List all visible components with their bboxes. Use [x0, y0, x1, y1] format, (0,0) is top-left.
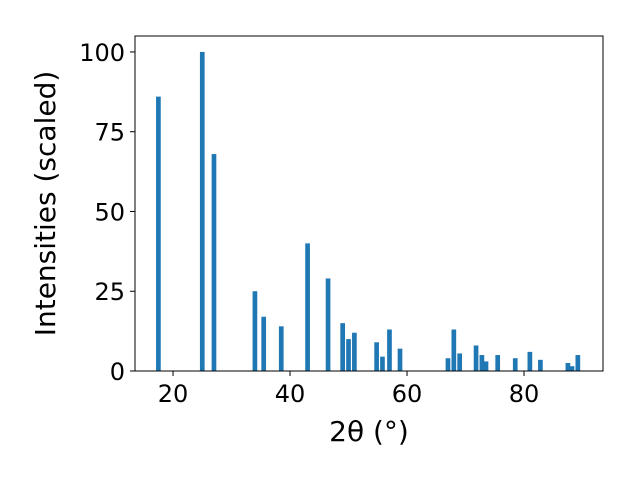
- bar: [380, 356, 385, 371]
- bar: [325, 278, 331, 371]
- bar: [445, 358, 451, 371]
- bar: [397, 348, 403, 371]
- bar: [575, 355, 581, 371]
- x-tick-label: 60: [392, 380, 423, 408]
- y-axis-label: Intensities (scaled): [29, 71, 62, 337]
- bar: [479, 355, 485, 371]
- bar: [374, 342, 379, 371]
- x-tick-label: 40: [275, 380, 306, 408]
- y-tick-label: 50: [94, 198, 125, 226]
- bar: [527, 351, 533, 371]
- bar: [483, 361, 489, 371]
- y-tick-label: 75: [94, 119, 125, 147]
- bar: [156, 96, 161, 372]
- bar: [340, 323, 346, 371]
- bar: [457, 353, 463, 371]
- bar: [278, 326, 284, 371]
- bar: [352, 332, 357, 371]
- x-axis-ticks: 20 40 60 80: [158, 371, 540, 408]
- bar: [569, 366, 575, 371]
- y-tick-label: 0: [110, 358, 125, 386]
- bars-group: [156, 51, 581, 372]
- bar: [473, 345, 479, 371]
- x-tick-label: 20: [158, 380, 189, 408]
- y-tick-label: 100: [79, 39, 125, 67]
- bar: [211, 154, 217, 371]
- plot-frame: [134, 35, 604, 372]
- bar: [565, 363, 571, 371]
- bar: [261, 316, 267, 371]
- y-axis-ticks: 0 25 50 75 100: [79, 39, 135, 386]
- bar: [305, 243, 310, 371]
- bar: [199, 51, 205, 371]
- bar: [451, 329, 457, 371]
- bar: [495, 355, 501, 371]
- x-tick-label: 80: [509, 380, 540, 408]
- bar: [512, 358, 518, 371]
- bar: [252, 291, 258, 371]
- bar: [538, 359, 543, 371]
- bar: [387, 329, 392, 371]
- y-tick-label: 25: [94, 278, 125, 306]
- x-axis-label: 2θ (°): [329, 415, 409, 448]
- bar: [346, 339, 351, 371]
